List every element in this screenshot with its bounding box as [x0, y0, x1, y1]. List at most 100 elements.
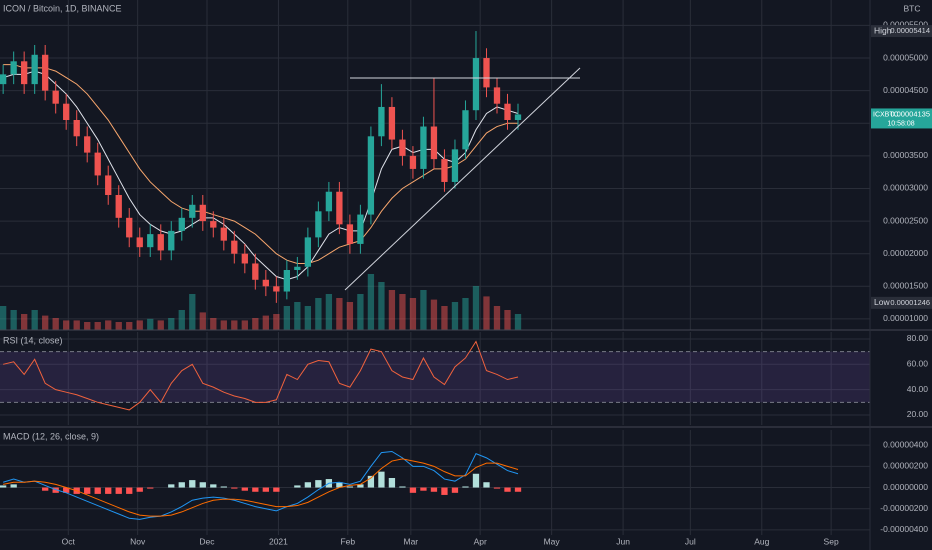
volume-bar: [241, 320, 248, 330]
macd-histogram-bar: [420, 487, 427, 491]
volume-bar: [252, 318, 259, 330]
macd-histogram-bar: [346, 486, 354, 488]
high-badge-value: 0.00005414: [890, 26, 930, 35]
rsi-title: RSI (14, close): [3, 335, 63, 345]
candle-body: [84, 136, 91, 153]
macd-line: [3, 458, 519, 517]
candle-body: [304, 237, 312, 267]
volume-bar: [73, 320, 80, 330]
x-tick-label: Dec: [199, 536, 215, 546]
volume-bar: [294, 302, 301, 330]
macd-histogram-bar: [220, 486, 227, 488]
macd-histogram-bar: [178, 482, 185, 488]
volume-bar: [189, 294, 196, 330]
countdown: 10:58:08: [887, 120, 914, 127]
y-tick-label: 20.00: [907, 409, 929, 419]
volume-bar: [199, 312, 206, 330]
marks-layer: [0, 31, 522, 520]
candle-body: [21, 61, 28, 85]
volume-bar: [178, 310, 185, 330]
candle-body: [409, 155, 417, 169]
candle-body: [367, 136, 375, 215]
candle-body: [241, 253, 248, 264]
y-tick-label: 0.00002000: [883, 248, 928, 258]
candle-body: [136, 237, 143, 248]
chart-title: ICON / Bitcoin, 1D, BINANCE: [3, 3, 122, 13]
x-tick-label: Nov: [130, 536, 146, 546]
macd-histogram-bar: [273, 487, 280, 492]
y-tick-label: -0.00000200: [880, 503, 928, 513]
volume-bar: [409, 298, 417, 330]
candle-body: [199, 204, 206, 222]
volume-bar: [483, 296, 490, 330]
macd-histogram-bar: [189, 480, 196, 488]
macd-histogram-bar: [42, 487, 49, 491]
macd-histogram-bar: [493, 487, 501, 489]
macd-histogram-bar: [441, 487, 448, 495]
candle-body: [357, 214, 364, 244]
last-price-value: 0.00004135: [890, 109, 930, 118]
volume-bar: [262, 315, 269, 330]
volume-bar: [420, 290, 427, 330]
x-tick-label: Jul: [685, 536, 696, 546]
macd-histogram-bar: [105, 487, 112, 494]
y-tick-label: 0.00005500: [883, 20, 928, 30]
volume-bar: [430, 299, 438, 330]
volume-bar: [0, 306, 7, 330]
volume-bar: [399, 294, 406, 330]
macd-histogram-bar: [504, 487, 511, 492]
candle-body: [189, 204, 196, 218]
candle-body: [52, 90, 59, 104]
volume-bar: [126, 322, 133, 330]
y-tick-label: 0.00003500: [883, 150, 928, 160]
y-tick-label: 80.00: [907, 333, 929, 343]
volume-bar: [472, 286, 480, 330]
candle-body: [493, 87, 501, 104]
y-tick-label: 60.00: [907, 359, 929, 369]
candle-body: [42, 54, 49, 91]
macd-histogram-bar: [388, 477, 396, 488]
macd-histogram-bar: [357, 484, 364, 488]
volume-bar: [136, 320, 143, 330]
volume-bar: [157, 320, 164, 330]
candle-body: [399, 139, 406, 156]
volume-bar: [325, 294, 333, 330]
candle-body: [73, 120, 80, 137]
macd-histogram-bar: [451, 487, 459, 493]
low-badge-box: [871, 296, 932, 309]
macd-histogram-bar: [94, 487, 101, 494]
candle-body: [105, 175, 112, 195]
macd-histogram-bar: [10, 484, 17, 488]
macd-title: MACD (12, 26, close, 9): [3, 431, 99, 441]
volume-bar: [378, 282, 385, 330]
volume-bar: [388, 290, 396, 330]
macd-histogram-bar: [367, 475, 375, 488]
x-tick-label: Sep: [824, 536, 839, 546]
macd-histogram-bar: [378, 471, 385, 488]
macd-histogram-bar: [399, 486, 406, 488]
volume-bar: [42, 315, 49, 330]
volume-bar: [441, 306, 448, 330]
y-tick-label: 0.00001500: [883, 281, 928, 291]
x-tick-label: Mar: [404, 536, 419, 546]
candle-body: [430, 126, 438, 160]
candle-body: [451, 149, 459, 182]
volume-bar: [210, 318, 217, 330]
candle-body: [336, 191, 343, 225]
macd-histogram-bar: [147, 487, 154, 489]
candle-body: [147, 234, 154, 248]
y-tick-label: -0.00000400: [880, 524, 928, 534]
candle-body: [220, 227, 227, 241]
macd-histogram-bar: [252, 487, 259, 492]
volume-bar: [283, 306, 290, 330]
macd-histogram-bar: [63, 487, 70, 493]
macd-histogram-bar: [52, 487, 59, 493]
candle-body: [94, 152, 101, 176]
volume-bar: [273, 314, 280, 330]
axis-layer: Oct Nov Dec 2021 Feb Mar Apr May Jun Jul Aug Sep 0.0…: [62, 20, 932, 546]
volume-bar: [451, 302, 459, 330]
candle-body: [231, 240, 238, 254]
volume-bar: [84, 322, 91, 330]
